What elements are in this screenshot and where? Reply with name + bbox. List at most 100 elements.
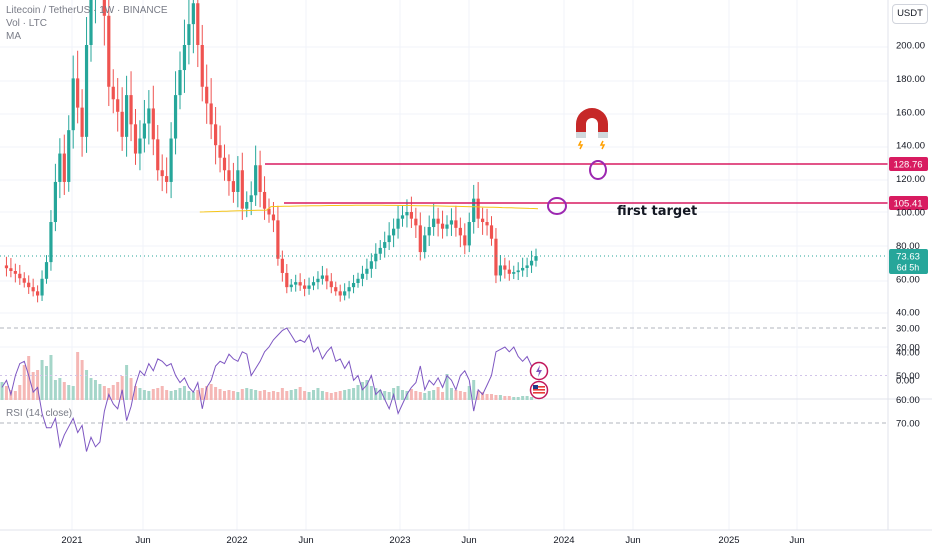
rsi-tick: 30.00 <box>896 324 920 335</box>
volume-bar <box>472 380 476 400</box>
candle-body <box>191 3 195 25</box>
price-tick: 140.00 <box>896 141 925 152</box>
candle-body <box>31 287 35 292</box>
volume-bar <box>245 388 249 400</box>
volume-bar <box>276 392 280 400</box>
price-tick: 160.00 <box>896 107 925 118</box>
volume-bar <box>312 390 315 400</box>
candle-body <box>49 222 53 263</box>
candle-body <box>521 267 525 271</box>
rsi-tick: 70.00 <box>896 419 920 430</box>
volume-bar <box>485 394 489 400</box>
volume-bar <box>209 384 213 400</box>
volume-bar <box>356 385 360 400</box>
rsi-tick: 50.00 <box>896 371 920 382</box>
volume-bar <box>174 390 178 400</box>
candle-body <box>374 253 378 262</box>
candle-body <box>13 271 17 274</box>
candle-body <box>138 138 142 154</box>
volume-bar <box>521 396 525 400</box>
last-price-label: 73.63 <box>896 252 920 263</box>
candle-body <box>187 24 191 45</box>
candle-body <box>472 198 476 223</box>
candle-body <box>111 86 115 100</box>
candle-body <box>40 278 44 296</box>
candle-body <box>182 45 187 71</box>
volume-bar <box>441 392 445 400</box>
volume-bar <box>530 397 534 400</box>
volume-bar <box>449 388 453 400</box>
volume-bar <box>76 352 80 400</box>
time-tick: Jun <box>625 535 640 546</box>
price-tick: 100.00 <box>896 208 925 219</box>
target-circle <box>589 160 607 180</box>
volume-bar <box>223 391 226 400</box>
candle-body <box>236 170 240 192</box>
rsi-pane <box>0 327 888 452</box>
volume-bar <box>218 389 222 400</box>
candle-body <box>418 225 422 253</box>
candle-body <box>196 3 200 45</box>
chart-overlays <box>0 160 888 257</box>
last-price-bg <box>889 249 928 275</box>
volume-bar <box>467 386 471 400</box>
candle-body <box>467 222 471 246</box>
candle-body <box>329 281 333 288</box>
candle-body <box>436 218 440 224</box>
volume-bar <box>187 391 191 400</box>
volume-bar <box>285 391 289 400</box>
price-tick: 180.00 <box>896 74 925 85</box>
magnet-icon <box>576 108 608 150</box>
target-circle <box>547 197 567 215</box>
candle-body <box>383 242 387 248</box>
candle-body <box>280 258 284 273</box>
candle-body <box>200 45 204 87</box>
volume-bar <box>316 388 320 400</box>
volume-bar <box>27 356 31 400</box>
candle-body <box>178 70 182 96</box>
volume-bar <box>387 392 391 400</box>
candle-body <box>160 170 164 177</box>
volume-bar <box>49 355 53 400</box>
volume-bar <box>427 391 431 400</box>
candle-body <box>44 262 49 279</box>
candle-body <box>414 218 418 226</box>
volume-bar <box>58 378 62 400</box>
volume-bar <box>445 374 449 400</box>
candle-body <box>125 95 129 137</box>
volume-bar <box>378 390 382 400</box>
price-tick: 80.00 <box>896 241 920 252</box>
volume-bar <box>481 392 485 400</box>
volume-bar <box>4 386 8 400</box>
volume-bar <box>200 388 204 400</box>
candle-body <box>485 222 489 226</box>
candle-body <box>432 218 436 228</box>
volume-bar <box>13 391 17 400</box>
candle-body <box>22 278 26 283</box>
currency-button[interactable]: USDT <box>892 4 928 24</box>
candle-body <box>334 287 338 292</box>
volume-bar <box>156 388 160 400</box>
candle-body <box>423 235 427 253</box>
volume-bar <box>116 382 120 400</box>
lightning-icon[interactable] <box>529 361 549 381</box>
price-label-bg <box>889 195 928 210</box>
candle-body <box>165 176 169 182</box>
candle-body <box>409 212 413 219</box>
candle-body <box>489 225 494 239</box>
candle-body <box>400 215 405 219</box>
candle-body <box>222 157 227 171</box>
candle-body <box>392 228 396 236</box>
price-tick: 120.00 <box>896 174 925 185</box>
volume-bar <box>289 390 293 400</box>
candle-body <box>218 145 222 158</box>
candle-body <box>84 45 89 137</box>
volume-bar <box>227 390 231 400</box>
candle-body <box>325 275 329 282</box>
price-label-bg <box>889 156 928 171</box>
chart-title: Litecoin / TetherUS · 1W · BINANCE <box>6 5 168 16</box>
grid <box>0 0 932 530</box>
us-flag-icon[interactable] <box>529 380 549 400</box>
candle-body <box>303 285 307 289</box>
